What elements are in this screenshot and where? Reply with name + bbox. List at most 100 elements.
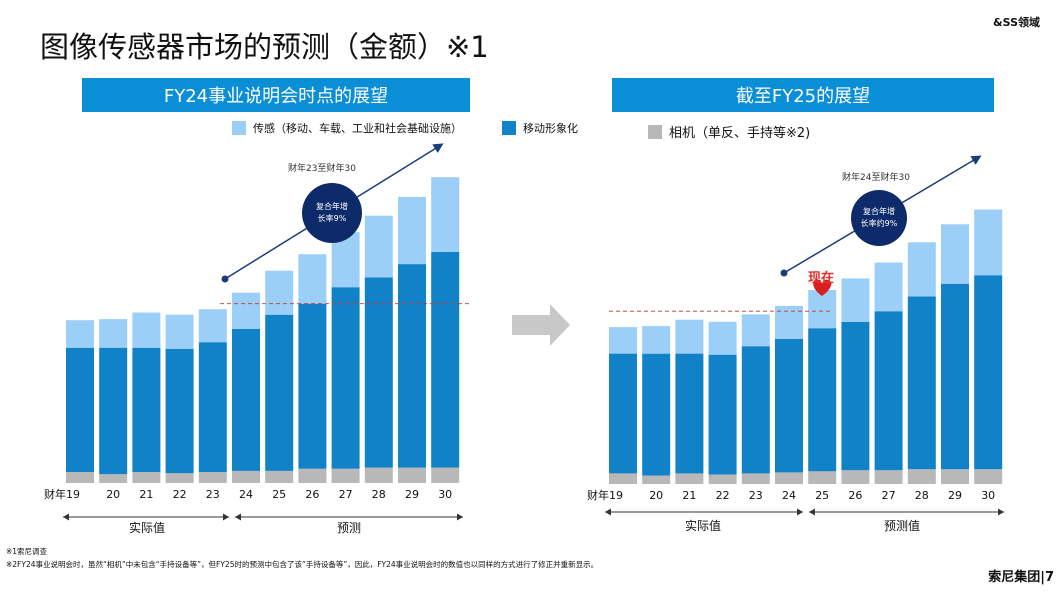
right-bar-sensing-8 — [874, 262, 903, 312]
left-bar-sensing-6 — [265, 270, 294, 315]
right-tick-label-5: 24 — [782, 489, 796, 502]
right-bar-camera-1 — [642, 475, 671, 484]
right-tick-label-10: 29 — [948, 489, 962, 502]
right-bar-sensing-2 — [675, 319, 704, 354]
right-tick-label-6: 25 — [815, 489, 829, 502]
footnote-1: ※1索尼调查 — [6, 547, 48, 556]
left-bar-camera-3 — [165, 473, 194, 483]
left-bar-sensing-5 — [232, 292, 260, 329]
left-tick-label-10: 29 — [405, 488, 419, 501]
right-cagr-line1: 复合年增 — [863, 206, 895, 216]
left-tick-label-11: 30 — [438, 488, 452, 501]
left-bar-mobile-2 — [132, 347, 161, 472]
right-bar-sensing-6 — [808, 290, 837, 329]
legend-sensing-swatch — [232, 121, 246, 135]
left-bar-mobile-10 — [398, 264, 426, 468]
right-bar-mobile-1 — [642, 353, 671, 476]
left-bar-camera-7 — [298, 468, 327, 483]
left-tick-label-9: 28 — [372, 488, 386, 501]
legend-camera: 相机（单反、手持等※2) — [648, 122, 810, 141]
right-bar-mobile-2 — [675, 353, 704, 474]
left-cagr-circle — [302, 183, 362, 243]
right-tick-label-9: 28 — [915, 489, 929, 502]
left-period-arrowhead — [223, 513, 229, 521]
left-bar-camera-4 — [198, 472, 227, 483]
left-bar-sensing-10 — [398, 197, 426, 265]
legend-mobile: 移动形象化 — [502, 120, 578, 136]
left-bar-mobile-9 — [364, 277, 393, 468]
right-cagr-circle — [851, 190, 907, 246]
left-period-forecast: 预测 — [337, 521, 361, 535]
left-period-actual: 实际值 — [129, 520, 165, 535]
right-bar-sensing-3 — [708, 321, 737, 355]
right-tick-label-7: 26 — [848, 489, 862, 502]
right-bar-camera-3 — [708, 474, 737, 484]
left-period-arrowhead — [457, 513, 463, 521]
page-title: 图像传感器市场的预测（金额）※1 — [40, 30, 489, 64]
left-tick-label-5: 24 — [239, 488, 253, 501]
right-period-arrowhead — [809, 508, 815, 516]
left-bar-sensing-7 — [298, 254, 327, 304]
left-tick-label-1: 20 — [106, 488, 120, 501]
right-chart-banner: 截至FY25的展望 — [612, 78, 994, 112]
right-bar-sensing-0 — [609, 327, 637, 354]
right-bar-mobile-6 — [808, 328, 837, 472]
right-bar-camera-9 — [907, 469, 936, 484]
left-bar-sensing-1 — [99, 319, 128, 348]
right-bar-sensing-4 — [741, 314, 770, 347]
left-period-arrowhead — [63, 513, 69, 521]
right-bar-camera-11 — [974, 469, 1003, 484]
right-bar-sensing-7 — [841, 278, 870, 322]
right-bar-mobile-7 — [841, 321, 870, 471]
left-bar-mobile-7 — [298, 303, 327, 469]
right-bar-sensing-10 — [941, 224, 969, 284]
right-bar-camera-6 — [808, 471, 837, 484]
left-bar-camera-2 — [132, 472, 161, 483]
left-bar-sensing-0 — [66, 320, 94, 348]
transition-arrow — [512, 304, 570, 346]
right-bar-camera-0 — [609, 473, 637, 484]
right-period-arrowhead — [605, 508, 611, 516]
right-tick-label-11: 30 — [981, 489, 995, 502]
right-bar-camera-2 — [675, 473, 704, 484]
right-bar-camera-7 — [841, 470, 870, 484]
left-growth-arrow-start — [221, 275, 229, 283]
right-bar-mobile-11 — [974, 275, 1003, 470]
left-arrow-label: 财年23至财年30 — [288, 162, 356, 174]
right-tick-label-2: 21 — [682, 489, 696, 502]
left-bar-mobile-0 — [66, 347, 94, 472]
left-bar-mobile-5 — [232, 329, 260, 471]
right-bar-mobile-5 — [775, 338, 803, 473]
left-bar-mobile-1 — [99, 347, 128, 475]
right-bar-mobile-8 — [874, 311, 903, 471]
left-bar-sensing-9 — [364, 215, 393, 278]
right-cagr-line2: 长率约9% — [861, 218, 898, 228]
legend-mobile-swatch — [502, 121, 516, 135]
right-period-arrowhead — [797, 508, 803, 516]
left-cagr-line2: 长率9% — [318, 213, 347, 223]
right-tick-label-8: 27 — [882, 489, 896, 502]
left-bar-mobile-8 — [331, 287, 360, 469]
left-bar-camera-0 — [66, 472, 94, 483]
left-bar-mobile-6 — [265, 314, 294, 471]
left-bar-sensing-2 — [132, 312, 161, 348]
left-tick-label-6: 25 — [272, 488, 286, 501]
left-tick-label-8: 27 — [339, 488, 353, 501]
left-bar-sensing-3 — [165, 314, 194, 349]
right-growth-arrow-start — [780, 269, 788, 277]
left-tick-label-0: 财年19 — [44, 487, 80, 501]
right-bar-sensing-11 — [974, 209, 1003, 276]
left-bar-sensing-11 — [431, 177, 460, 252]
left-bar-mobile-11 — [431, 252, 460, 468]
right-tick-label-0: 财年19 — [587, 488, 623, 502]
right-period-actual: 实际值 — [685, 518, 721, 533]
right-tick-label-3: 22 — [716, 489, 730, 502]
left-cagr-line1: 复合年增 — [316, 201, 348, 211]
right-bar-mobile-0 — [609, 353, 637, 474]
legend-camera-label: 相机（单反、手持等※2) — [669, 126, 811, 141]
left-bar-camera-8 — [331, 468, 360, 483]
left-bar-camera-11 — [431, 467, 460, 483]
brand-page-label: 索尼集团|7 — [988, 570, 1054, 585]
left-period-arrowhead — [235, 513, 241, 521]
left-bar-camera-10 — [398, 467, 426, 483]
